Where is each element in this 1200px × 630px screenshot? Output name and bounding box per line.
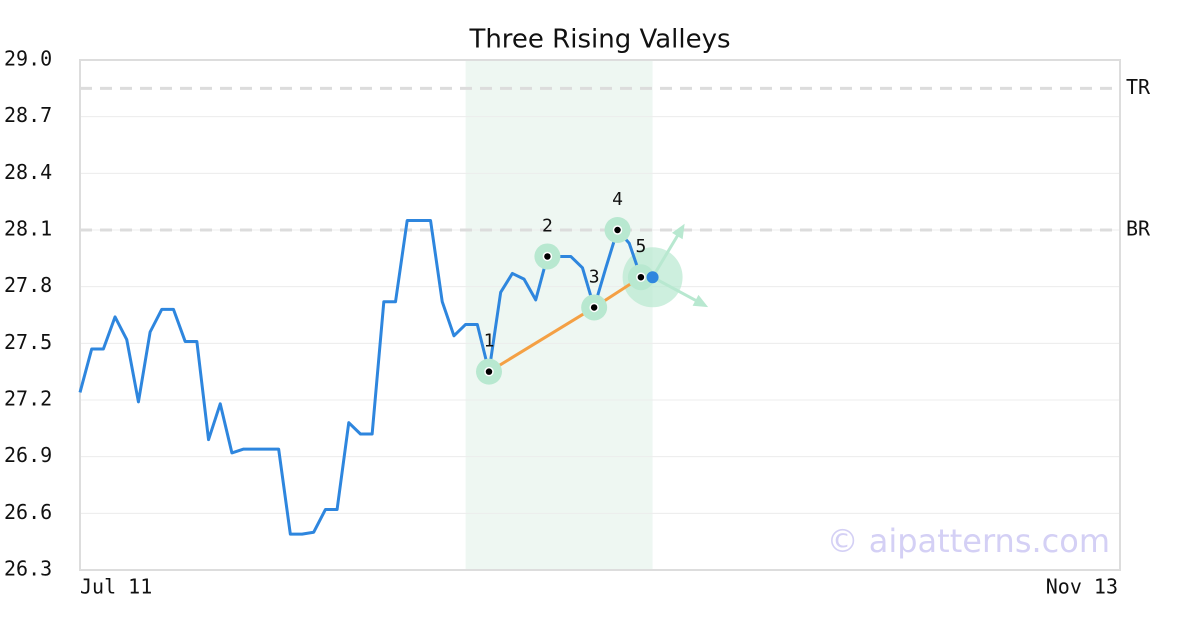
y-tick-label: 28.7 bbox=[4, 103, 52, 127]
pivot-label: 5 bbox=[635, 236, 646, 257]
y-tick-label: 26.3 bbox=[4, 557, 52, 581]
y-tick-label: 27.8 bbox=[4, 273, 52, 297]
level-label: TR bbox=[1126, 75, 1151, 99]
y-tick-label: 28.1 bbox=[4, 217, 52, 241]
watermark: © aipatterns.com bbox=[827, 522, 1110, 560]
y-tick-label: 28.4 bbox=[4, 160, 52, 184]
pattern-region bbox=[465, 60, 653, 570]
pivot-dot bbox=[612, 225, 623, 235]
last-point bbox=[646, 271, 659, 284]
y-tick-label: 27.5 bbox=[4, 330, 52, 354]
pivot-dot bbox=[542, 251, 553, 262]
y-tick-label: 27.2 bbox=[4, 387, 52, 411]
pivot-label: 3 bbox=[589, 266, 600, 287]
x-tick-label: Jul 11 bbox=[80, 575, 152, 599]
arrow-head bbox=[692, 294, 709, 308]
y-tick-label: 26.9 bbox=[4, 443, 52, 467]
plot-frame bbox=[79, 59, 1121, 571]
pivot-label: 4 bbox=[612, 189, 623, 210]
pivot-dot bbox=[589, 302, 599, 313]
pivot-dot bbox=[484, 366, 494, 377]
y-tick-label: 26.6 bbox=[4, 500, 52, 524]
level-label: BR bbox=[1126, 217, 1151, 241]
pivot-label: 1 bbox=[484, 331, 495, 352]
pivot-dot bbox=[636, 272, 646, 282]
x-tick-label: Nov 13 bbox=[1046, 575, 1118, 599]
y-tick-label: 29.0 bbox=[4, 47, 52, 71]
chart-title: Three Rising Valleys bbox=[468, 25, 730, 55]
arrow-head bbox=[671, 223, 685, 240]
pivot-label: 2 bbox=[542, 215, 553, 236]
